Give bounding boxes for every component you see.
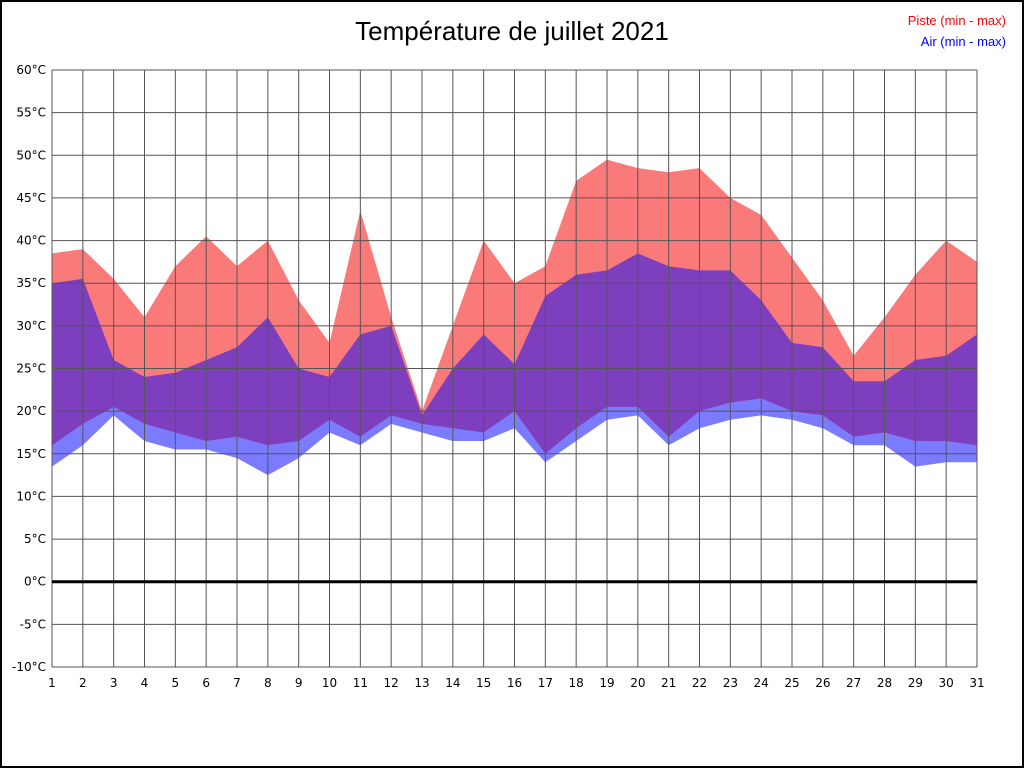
x-axis-day-label: 16 [507,676,522,690]
y-axis-tick-label: 5°C [24,532,46,546]
y-axis-tick-label: 40°C [16,234,46,248]
y-axis-tick-label: -10°C [12,660,46,674]
x-axis-day-label: 11 [353,676,368,690]
x-axis-day-label: 13 [414,676,429,690]
x-axis-day-label: 31 [969,676,984,690]
x-axis-day-label: 29 [908,676,923,690]
x-axis-day-label: 9 [295,676,303,690]
legend-air-label: Air (min - max) [920,34,1006,49]
x-axis-day-label: 22 [692,676,707,690]
y-axis-tick-label: 35°C [16,276,46,290]
x-axis-day-label: 21 [661,676,676,690]
x-axis-day-label: 30 [939,676,954,690]
y-axis-tick-label: -5°C [20,617,46,631]
x-axis-day-label: 24 [754,676,769,690]
y-axis-tick-label: 10°C [16,489,46,503]
chart-legend: Piste (min - max) Air (min - max) [908,10,1006,52]
x-axis-day-label: 8 [264,676,272,690]
chart-title: Température de juillet 2021 [355,16,669,46]
x-axis-day-label: 15 [476,676,491,690]
x-axis-day-label: 7 [233,676,241,690]
y-axis-tick-label: 60°C [16,63,46,77]
x-axis-day-label: 1 [48,676,56,690]
x-axis-day-label: 25 [784,676,799,690]
x-axis-day-label: 3 [110,676,118,690]
x-axis-day-label: 20 [630,676,645,690]
x-axis-day-label: 2 [79,676,87,690]
x-axis-day-label: 18 [569,676,584,690]
x-axis-day-label: 28 [877,676,892,690]
x-axis-day-label: 19 [599,676,614,690]
y-axis-tick-label: 20°C [16,404,46,418]
y-axis-tick-label: 0°C [24,575,46,589]
x-axis-day-label: 23 [723,676,738,690]
y-axis-tick-label: 50°C [16,148,46,162]
x-axis-day-label: 14 [445,676,460,690]
x-axis-day-label: 10 [322,676,337,690]
y-axis-tick-label: 55°C [16,106,46,120]
x-axis-day-label: 5 [172,676,180,690]
y-axis-tick-label: 45°C [16,191,46,205]
overlap-band [52,253,977,454]
x-axis-day-label: 27 [846,676,861,690]
legend-piste-label: Piste (min - max) [907,13,1006,28]
x-axis-day-label: 4 [141,676,149,690]
y-axis-tick-label: 15°C [16,447,46,461]
x-axis-day-label: 6 [202,676,210,690]
y-axis-tick-label: 30°C [16,319,46,333]
x-axis-day-label: 17 [538,676,553,690]
x-axis-day-label: 26 [815,676,830,690]
y-axis-tick-label: 25°C [16,362,46,376]
x-axis-day-label: 12 [384,676,399,690]
